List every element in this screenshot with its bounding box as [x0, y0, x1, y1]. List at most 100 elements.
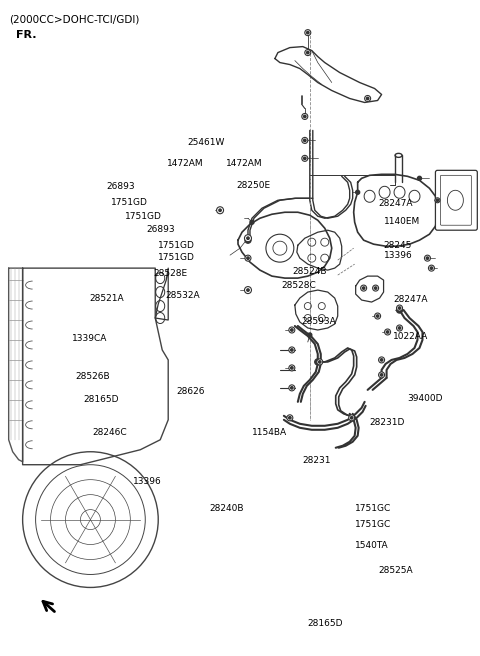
Circle shape — [307, 51, 309, 54]
Text: 28250E: 28250E — [236, 181, 270, 190]
Circle shape — [426, 257, 429, 259]
Circle shape — [247, 237, 249, 239]
Circle shape — [244, 235, 252, 241]
Text: 28528E: 28528E — [154, 268, 188, 277]
Circle shape — [304, 157, 306, 159]
Text: 28532A: 28532A — [166, 291, 201, 300]
Circle shape — [396, 325, 403, 331]
Text: 26893: 26893 — [106, 182, 134, 191]
Text: 28525A: 28525A — [379, 565, 413, 575]
Circle shape — [308, 333, 312, 337]
Circle shape — [418, 176, 421, 180]
FancyBboxPatch shape — [435, 171, 477, 230]
Circle shape — [291, 367, 293, 369]
Circle shape — [289, 385, 295, 391]
Text: 28247A: 28247A — [393, 295, 428, 304]
Circle shape — [380, 359, 383, 361]
Text: (2000CC>DOHC-TCI/GDI): (2000CC>DOHC-TCI/GDI) — [9, 14, 139, 25]
Text: 1751GD: 1751GD — [157, 241, 194, 250]
Text: 1022AA: 1022AA — [393, 332, 429, 341]
Circle shape — [319, 361, 321, 363]
Circle shape — [245, 255, 251, 261]
Text: 1751GC: 1751GC — [355, 504, 391, 512]
Text: 28524B: 28524B — [293, 266, 327, 276]
Circle shape — [304, 139, 306, 142]
Circle shape — [365, 96, 371, 102]
Text: 28165D: 28165D — [83, 395, 119, 404]
Circle shape — [384, 329, 391, 335]
Circle shape — [50, 480, 130, 560]
Circle shape — [424, 255, 431, 261]
Text: 39400D: 39400D — [408, 394, 443, 403]
Circle shape — [356, 190, 360, 194]
Text: 28526B: 28526B — [75, 372, 109, 381]
Circle shape — [435, 197, 440, 203]
Text: 1472AM: 1472AM — [226, 159, 262, 167]
Circle shape — [36, 464, 145, 575]
Text: 28247A: 28247A — [379, 199, 413, 208]
Text: 1751GD: 1751GD — [157, 253, 194, 262]
Text: 28240B: 28240B — [209, 504, 243, 512]
Circle shape — [360, 285, 367, 291]
Circle shape — [219, 209, 221, 211]
Text: 28246C: 28246C — [93, 428, 127, 438]
Circle shape — [436, 199, 439, 201]
Circle shape — [317, 359, 323, 365]
Circle shape — [291, 386, 293, 389]
Text: 1751GD: 1751GD — [125, 213, 162, 221]
Text: 1339CA: 1339CA — [72, 334, 107, 343]
Text: 25461W: 25461W — [187, 138, 225, 146]
Circle shape — [398, 307, 401, 309]
Circle shape — [291, 329, 293, 331]
Text: 1140EM: 1140EM — [384, 217, 420, 226]
Circle shape — [250, 220, 254, 224]
Circle shape — [245, 237, 251, 243]
Circle shape — [398, 327, 401, 329]
Circle shape — [374, 313, 381, 319]
Text: 13396: 13396 — [384, 251, 412, 260]
Circle shape — [216, 207, 224, 214]
Circle shape — [247, 289, 249, 291]
Circle shape — [350, 417, 353, 419]
Text: 1751GC: 1751GC — [355, 520, 391, 529]
Circle shape — [23, 452, 158, 588]
Circle shape — [65, 495, 115, 544]
Circle shape — [380, 374, 383, 376]
Circle shape — [386, 331, 389, 333]
Circle shape — [429, 265, 434, 271]
Circle shape — [81, 510, 100, 529]
Text: 28593A: 28593A — [301, 317, 336, 326]
Circle shape — [396, 305, 403, 311]
Circle shape — [288, 417, 291, 419]
Circle shape — [348, 415, 355, 420]
Circle shape — [366, 97, 369, 100]
Text: 28165D: 28165D — [307, 619, 343, 628]
Text: 1540TA: 1540TA — [355, 541, 388, 550]
Circle shape — [396, 307, 403, 313]
Circle shape — [291, 349, 293, 351]
Circle shape — [302, 113, 308, 119]
Text: 1751GD: 1751GD — [111, 198, 148, 207]
Circle shape — [289, 365, 295, 371]
Circle shape — [287, 415, 293, 420]
Text: 28626: 28626 — [177, 387, 205, 396]
Text: 28521A: 28521A — [89, 294, 124, 303]
Text: 13396: 13396 — [133, 478, 162, 486]
Circle shape — [247, 257, 249, 259]
Circle shape — [305, 50, 311, 56]
Text: 28245: 28245 — [384, 241, 412, 250]
Circle shape — [430, 267, 432, 270]
Circle shape — [379, 357, 384, 363]
Circle shape — [372, 285, 379, 291]
Circle shape — [304, 115, 306, 117]
Circle shape — [315, 359, 321, 365]
Text: 28231D: 28231D — [369, 419, 405, 428]
Text: 28231: 28231 — [302, 456, 331, 464]
Circle shape — [305, 30, 311, 35]
Text: 26893: 26893 — [147, 225, 175, 234]
Circle shape — [244, 287, 252, 294]
Circle shape — [302, 137, 308, 144]
Text: 28528C: 28528C — [282, 281, 316, 290]
Text: FR.: FR. — [16, 30, 36, 40]
Circle shape — [362, 287, 365, 289]
